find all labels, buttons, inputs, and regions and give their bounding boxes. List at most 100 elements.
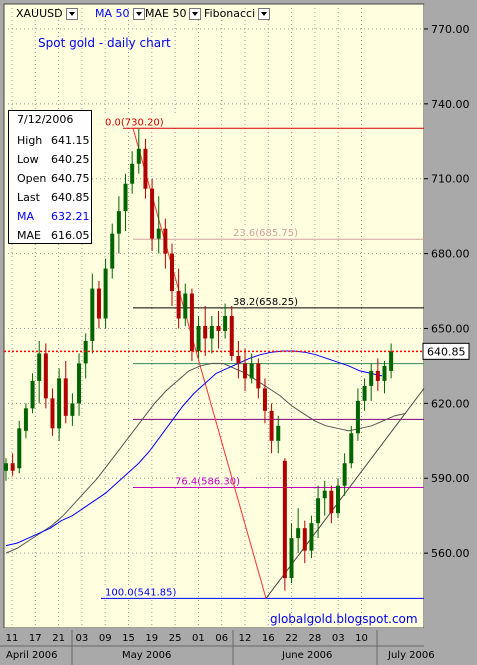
toolbar-item-label: MAE 50	[145, 7, 187, 20]
candle-body	[342, 463, 347, 486]
y-tick-label: 650.00	[431, 322, 470, 335]
candle-body	[249, 363, 254, 379]
x-tick-label: 15	[122, 633, 135, 644]
y-tick-label: 590.00	[431, 472, 470, 485]
info-label: High	[17, 134, 43, 147]
candle-body	[156, 228, 161, 239]
candle-body	[243, 363, 248, 379]
x-tick-label: 10	[355, 633, 368, 644]
candle-body	[256, 363, 261, 389]
x-tick-label: 22	[285, 633, 298, 644]
candle-body	[189, 293, 194, 351]
y-axis-panel	[424, 4, 476, 628]
last-price-label: 640.85	[427, 345, 466, 358]
info-value: 641.15	[51, 134, 90, 147]
info-row-open: Open 640.75	[9, 172, 91, 188]
candle-body	[37, 353, 42, 381]
info-value: 640.75	[51, 172, 90, 185]
candle-body	[90, 288, 95, 341]
candle-body	[336, 485, 340, 514]
toolbar-item-label: XAUUSD	[16, 7, 63, 20]
ma-50-line	[5, 350, 383, 547]
dropdown-arrow-icon[interactable]	[132, 7, 145, 20]
mae-50-line	[5, 362, 407, 554]
info-label: MA	[17, 210, 35, 223]
month-label: May 2006	[122, 650, 171, 661]
candle-body	[236, 355, 241, 364]
candle-body	[389, 351, 394, 371]
candle-body	[316, 498, 321, 524]
candle-body	[289, 538, 294, 579]
candle-body	[176, 291, 181, 319]
dropdown-arrow-icon[interactable]	[258, 7, 271, 20]
candle-body	[43, 353, 48, 399]
candle-body	[262, 388, 267, 411]
x-tick-label: 16	[262, 633, 275, 644]
candle-body	[23, 408, 28, 431]
candle-body	[223, 316, 228, 331]
candle-body	[83, 340, 88, 364]
toolbar-item-ma-50[interactable]: MA 50	[95, 6, 145, 21]
info-row-low: Low 640.25	[9, 153, 91, 169]
plot-area	[3, 3, 425, 629]
month-label: July 2006	[387, 650, 435, 661]
candle-body	[96, 288, 101, 319]
candle-body	[349, 433, 354, 464]
fibonacci-level-label: 100.0(541.85)	[105, 587, 177, 598]
candle-body	[355, 400, 360, 434]
candle-body	[203, 325, 208, 339]
candle-body	[170, 253, 174, 292]
candle-body	[282, 460, 287, 579]
candle-body	[269, 410, 274, 441]
candle-body	[4, 463, 8, 471]
fibonacci-label-bg	[104, 115, 177, 128]
info-value: 616.05	[51, 229, 90, 242]
candle-body	[17, 428, 22, 469]
x-tick-label: 03	[332, 633, 345, 644]
x-tick-label: 19	[145, 633, 158, 644]
info-label: MAE	[17, 229, 41, 242]
info-label: Last	[17, 191, 40, 204]
fibonacci-label-bg	[232, 294, 311, 307]
x-tick-label: 21	[52, 633, 65, 644]
info-label: Open	[17, 172, 47, 185]
candle-body	[382, 365, 387, 381]
month-label: June 2006	[281, 650, 332, 661]
candle-body	[123, 183, 128, 212]
info-value: 632.21	[51, 210, 90, 223]
candle-body	[375, 370, 380, 381]
dropdown-arrow-icon[interactable]	[65, 7, 78, 20]
last-price-tag	[422, 342, 470, 360]
info-row-high: High 641.15	[9, 134, 91, 150]
candle-body	[143, 148, 148, 189]
candle-body	[209, 325, 214, 339]
candle-body	[116, 211, 121, 234]
fibonacci-level-label: 23.6(685.75)	[233, 228, 298, 239]
x-tick-label: 28	[309, 633, 322, 644]
candle-body	[309, 523, 314, 551]
y-tick-label: 560.00	[431, 547, 470, 560]
candle-body	[70, 403, 75, 416]
y-tick-label: 620.00	[431, 397, 470, 410]
x-tick-label: 03	[76, 633, 89, 644]
candle-body	[369, 370, 374, 386]
candle-body	[183, 293, 188, 319]
toolbar-item-mae-50[interactable]: MAE 50	[145, 6, 202, 21]
candle-body	[329, 490, 334, 514]
chart-title: Spot gold - daily chart	[38, 36, 171, 50]
candle-body	[110, 233, 115, 269]
info-label: Low	[17, 153, 39, 166]
fibonacci-label-bg	[232, 226, 311, 239]
info-value: 640.85	[51, 191, 90, 204]
toolbar-item-xauusd[interactable]: XAUUSD	[16, 6, 78, 21]
month-label: April 2006	[6, 650, 57, 661]
candle-body	[163, 228, 168, 254]
y-tick-label: 710.00	[431, 173, 470, 186]
dropdown-arrow-icon[interactable]	[189, 7, 202, 20]
y-tick-label: 770.00	[431, 23, 470, 36]
fibonacci-trendline	[132, 128, 267, 599]
toolbar-item-fibonacci[interactable]: Fibonacci	[204, 6, 271, 21]
x-tick-label: 01	[192, 633, 205, 644]
